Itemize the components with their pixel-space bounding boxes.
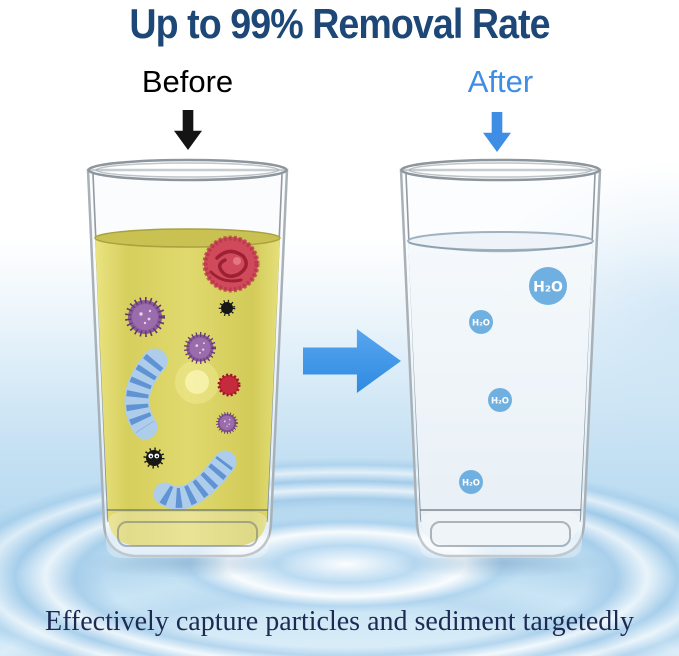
purple-virus bbox=[186, 334, 213, 361]
svg-text:H₂O: H₂O bbox=[533, 280, 563, 296]
svg-text:H₂O: H₂O bbox=[491, 397, 509, 407]
h2o-bubble: H₂O bbox=[488, 388, 512, 412]
after-label: After bbox=[467, 64, 534, 99]
purple-virus bbox=[128, 300, 162, 334]
page-title: Up to 99% Removal Rate bbox=[129, 1, 550, 48]
red-particle bbox=[217, 373, 241, 397]
blue-bacteria-worm bbox=[124, 348, 168, 440]
caption-text: Effectively capture particles and sedime… bbox=[44, 606, 635, 637]
glass-base bbox=[106, 509, 269, 558]
black-speck bbox=[221, 302, 233, 314]
purple-virus bbox=[215, 411, 239, 435]
black-speck-with-eyes bbox=[143, 447, 165, 469]
after-down-arrow-icon bbox=[483, 112, 511, 152]
svg-text:H₂O: H₂O bbox=[472, 319, 490, 329]
glass-rim bbox=[400, 158, 601, 182]
after-glass: H₂O H₂O H₂O H₂O bbox=[399, 158, 602, 558]
svg-text:H₂O: H₂O bbox=[462, 479, 480, 489]
h2o-bubble: H₂O bbox=[529, 267, 567, 305]
red-sediment-blob bbox=[202, 235, 260, 293]
before-down-arrow-icon bbox=[174, 110, 202, 150]
h2o-bubble: H₂O bbox=[459, 470, 483, 494]
h2o-bubble: H₂O bbox=[469, 310, 493, 334]
blue-bacteria-worm bbox=[153, 450, 237, 510]
before-label: Before bbox=[141, 64, 234, 99]
glass-rim bbox=[87, 158, 288, 182]
before-to-after-arrow-icon bbox=[303, 329, 401, 393]
before-glass bbox=[86, 158, 289, 558]
glass-base bbox=[419, 509, 582, 558]
